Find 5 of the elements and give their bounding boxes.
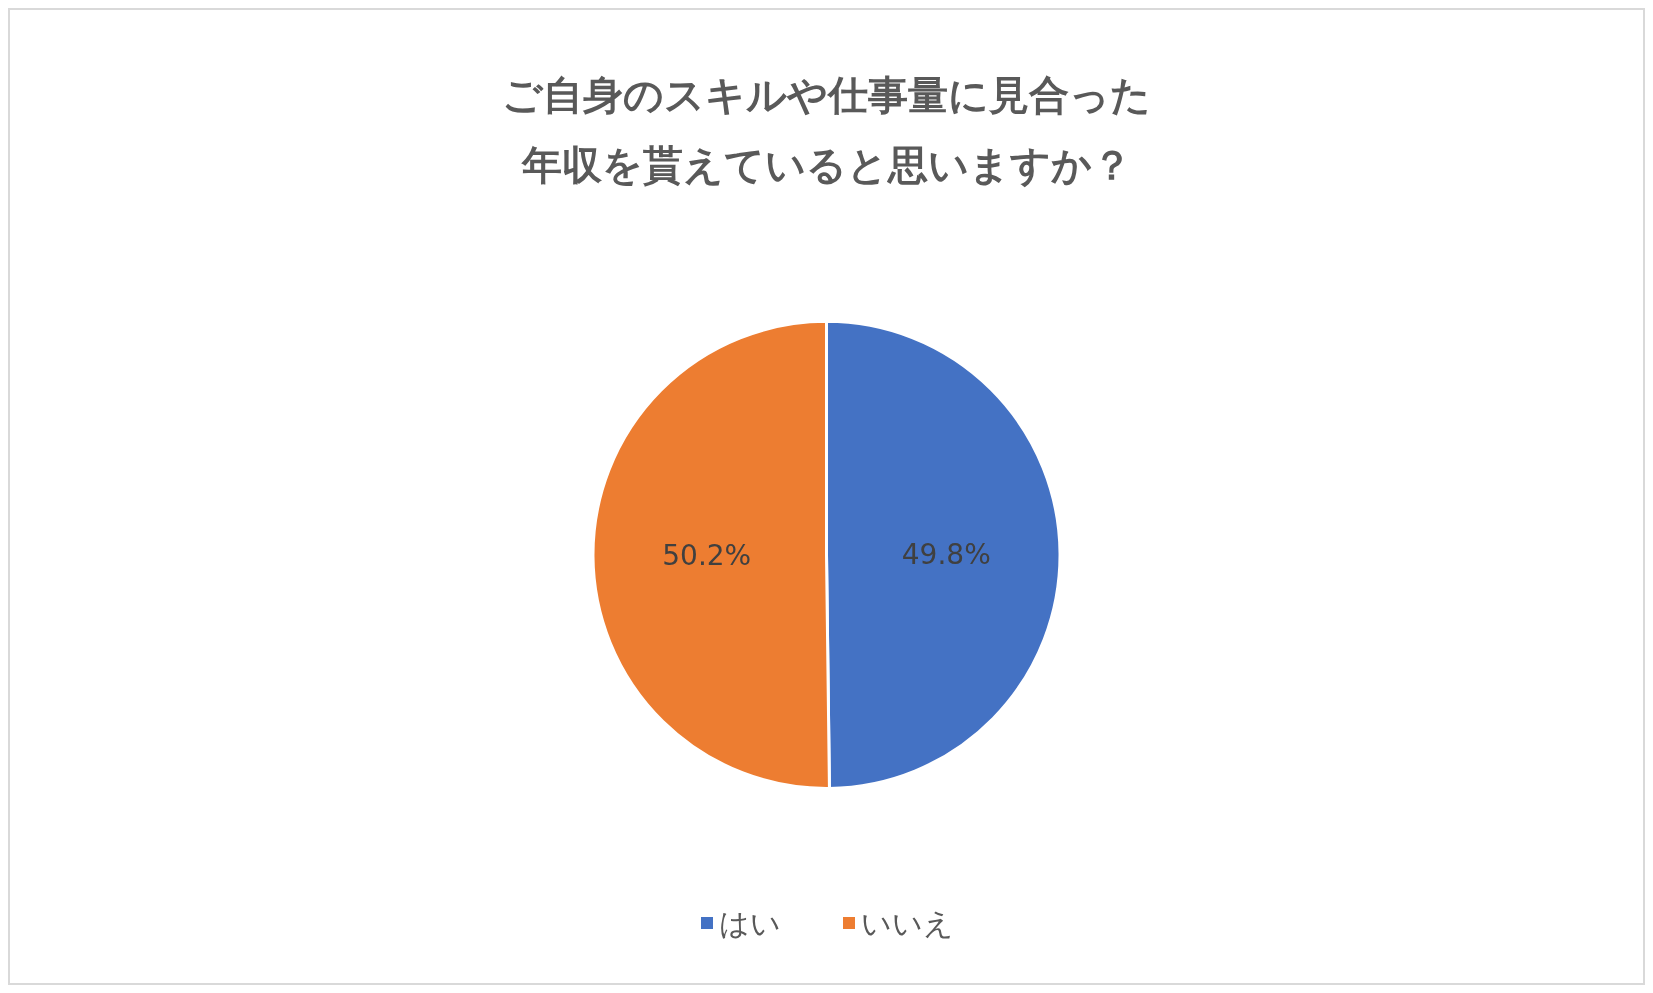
chart-title: ご自身のスキルや仕事量に見合った年収を貰えていると思いますか？ (502, 72, 1151, 188)
data-label: 49.8% (901, 537, 991, 571)
data-label: 50.2% (662, 539, 752, 573)
legend-label: はい (719, 905, 781, 941)
legend-label: いいえ (861, 905, 954, 941)
